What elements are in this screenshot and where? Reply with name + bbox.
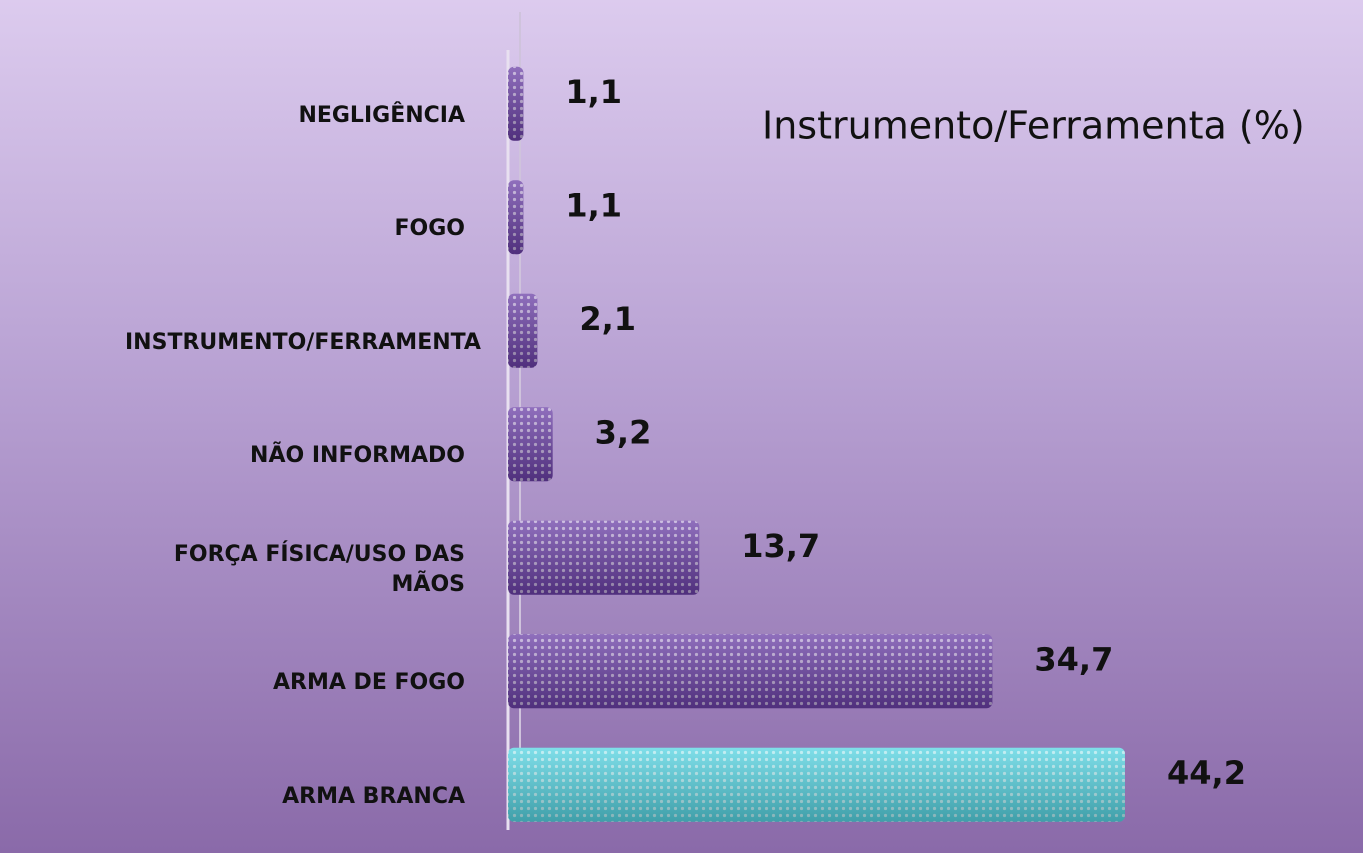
- category-label: INSTRUMENTO/FERRAMENTA: [125, 329, 481, 355]
- value-label: 1,1: [565, 186, 622, 224]
- value-label: 44,2: [1167, 754, 1246, 792]
- category-label: ARMA DE FOGO: [273, 670, 465, 696]
- value-label: 34,7: [1034, 640, 1113, 678]
- value-label: 3,2: [595, 413, 652, 451]
- bar-shade: [508, 293, 538, 368]
- chart-title: Instrumento/Ferramenta (%): [762, 104, 1305, 148]
- value-label: 2,1: [579, 300, 636, 338]
- category-label: FOGO: [394, 216, 466, 242]
- bar-shade: [508, 407, 553, 482]
- bar-shade: [508, 634, 993, 709]
- bar-shade: [508, 66, 524, 141]
- category-label: NÃO INFORMADO: [250, 443, 465, 469]
- value-label: 13,7: [741, 527, 820, 565]
- value-label: 1,1: [565, 73, 622, 111]
- bar-shade: [508, 520, 700, 595]
- bar-shade: [508, 180, 524, 255]
- category-label: FORÇA FÍSICA/USO DAS MÃOS: [173, 541, 465, 597]
- category-label: NEGLIGÊNCIA: [298, 102, 465, 128]
- category-label: ARMA BRANCA: [282, 783, 465, 809]
- bar-shade: [508, 747, 1125, 822]
